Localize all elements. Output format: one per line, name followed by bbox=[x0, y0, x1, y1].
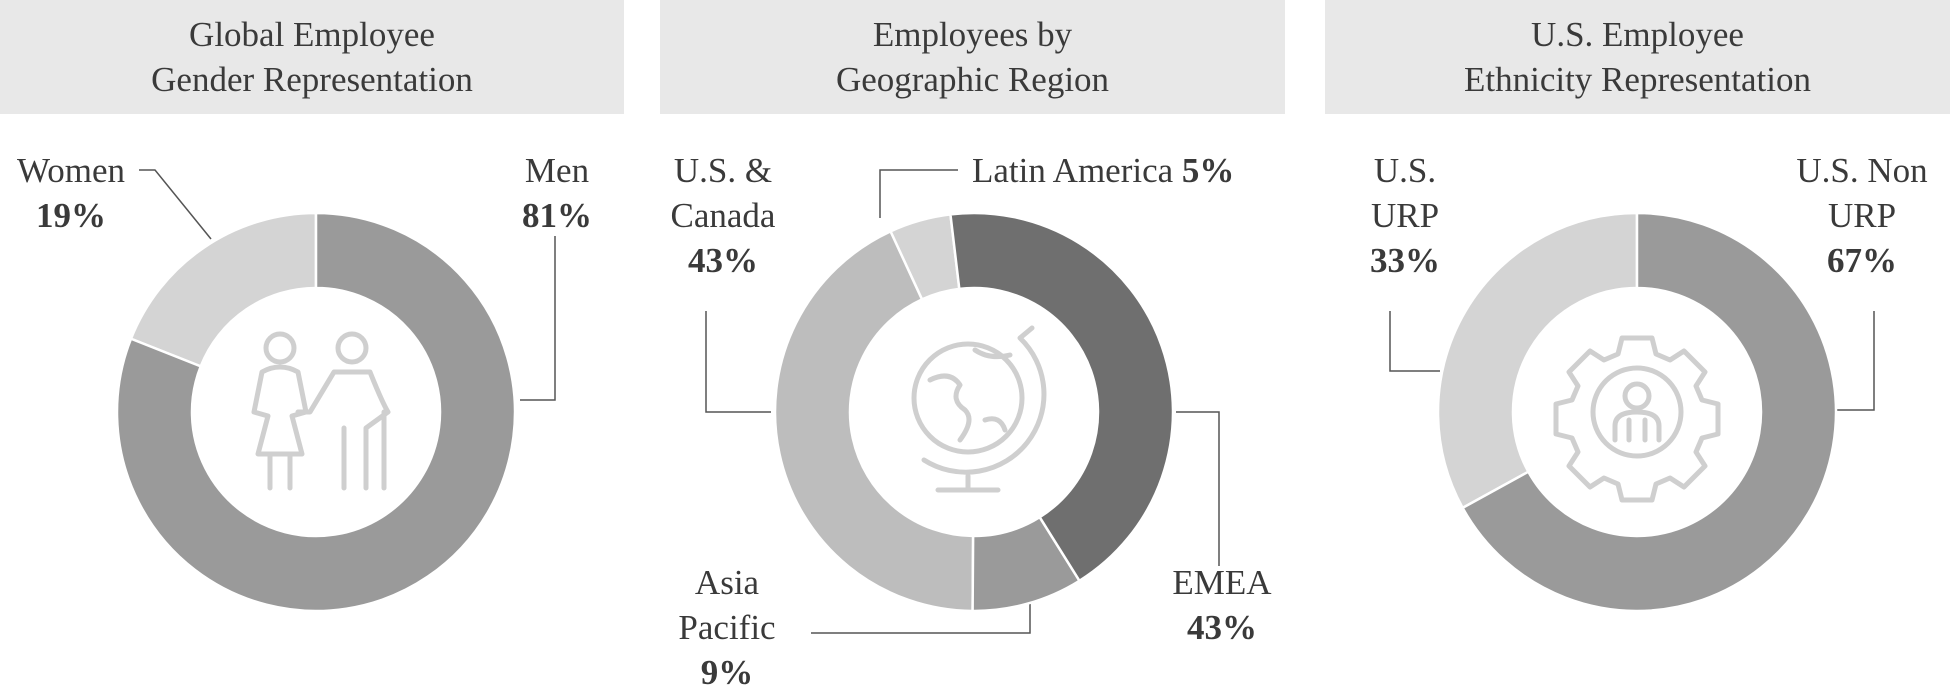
globe-icon bbox=[911, 325, 1047, 493]
segment-label: Women 19% bbox=[1, 148, 141, 238]
leader-line bbox=[1176, 411, 1220, 566]
category-name: U.S. & Canada bbox=[670, 151, 776, 235]
category-name: Men bbox=[524, 151, 590, 190]
value-label: 19% bbox=[36, 196, 106, 235]
leader-line bbox=[705, 311, 771, 413]
leader-line bbox=[139, 169, 212, 240]
segment-label: Asia Pacific 9% bbox=[662, 560, 792, 695]
leader-line bbox=[1837, 311, 1875, 411]
title-line: Geographic Region bbox=[835, 60, 1110, 99]
people-icon bbox=[251, 331, 391, 491]
chart-title: U.S. Employee Ethnicity Representation bbox=[1325, 0, 1950, 114]
title-line: Global Employee bbox=[189, 15, 435, 54]
donut-segment bbox=[115, 211, 517, 613]
category-name: U.S. Non URP bbox=[1796, 151, 1928, 235]
title-line: Gender Representation bbox=[151, 60, 473, 99]
category-name: Latin America bbox=[972, 151, 1174, 190]
donut-segment bbox=[1436, 211, 1639, 510]
donut-segment bbox=[773, 229, 975, 613]
donut-segment bbox=[129, 211, 318, 368]
value-label: 9% bbox=[700, 653, 754, 692]
title-line: Employees by bbox=[872, 15, 1073, 54]
category-name: U.S. URP bbox=[1370, 151, 1440, 235]
value-label: 33% bbox=[1370, 241, 1440, 280]
segment-label: Men 81% bbox=[497, 148, 617, 238]
segment-label: EMEA 43% bbox=[1152, 560, 1292, 650]
leader-line bbox=[520, 236, 556, 401]
value-label: 81% bbox=[522, 196, 592, 235]
category-name: Women bbox=[17, 151, 125, 190]
value-label: 67% bbox=[1827, 241, 1897, 280]
segment-label: Latin America 5% bbox=[972, 148, 1234, 193]
segment-label: U.S. Non URP 67% bbox=[1777, 148, 1947, 283]
value-label: 43% bbox=[688, 241, 758, 280]
leader-line bbox=[1389, 311, 1440, 372]
leader-line bbox=[879, 169, 958, 218]
category-name: EMEA bbox=[1172, 563, 1272, 602]
donut-segment bbox=[1460, 211, 1838, 613]
donut-segment bbox=[971, 515, 1082, 613]
title-line: U.S. Employee bbox=[1531, 15, 1744, 54]
leader-line bbox=[811, 597, 1031, 634]
chart-title: Global Employee Gender Representation bbox=[0, 0, 624, 114]
category-name: Asia Pacific bbox=[678, 563, 776, 647]
value-label: 43% bbox=[1187, 608, 1257, 647]
segment-label: U.S. URP 33% bbox=[1360, 148, 1450, 283]
title-line: Ethnicity Representation bbox=[1464, 60, 1811, 99]
gear-icon bbox=[1553, 335, 1721, 503]
value-label: 5% bbox=[1181, 151, 1235, 190]
chart-title: Employees by Geographic Region bbox=[660, 0, 1285, 114]
segment-label: U.S. & Canada 43% bbox=[648, 148, 798, 283]
donut-segment bbox=[949, 211, 1175, 583]
